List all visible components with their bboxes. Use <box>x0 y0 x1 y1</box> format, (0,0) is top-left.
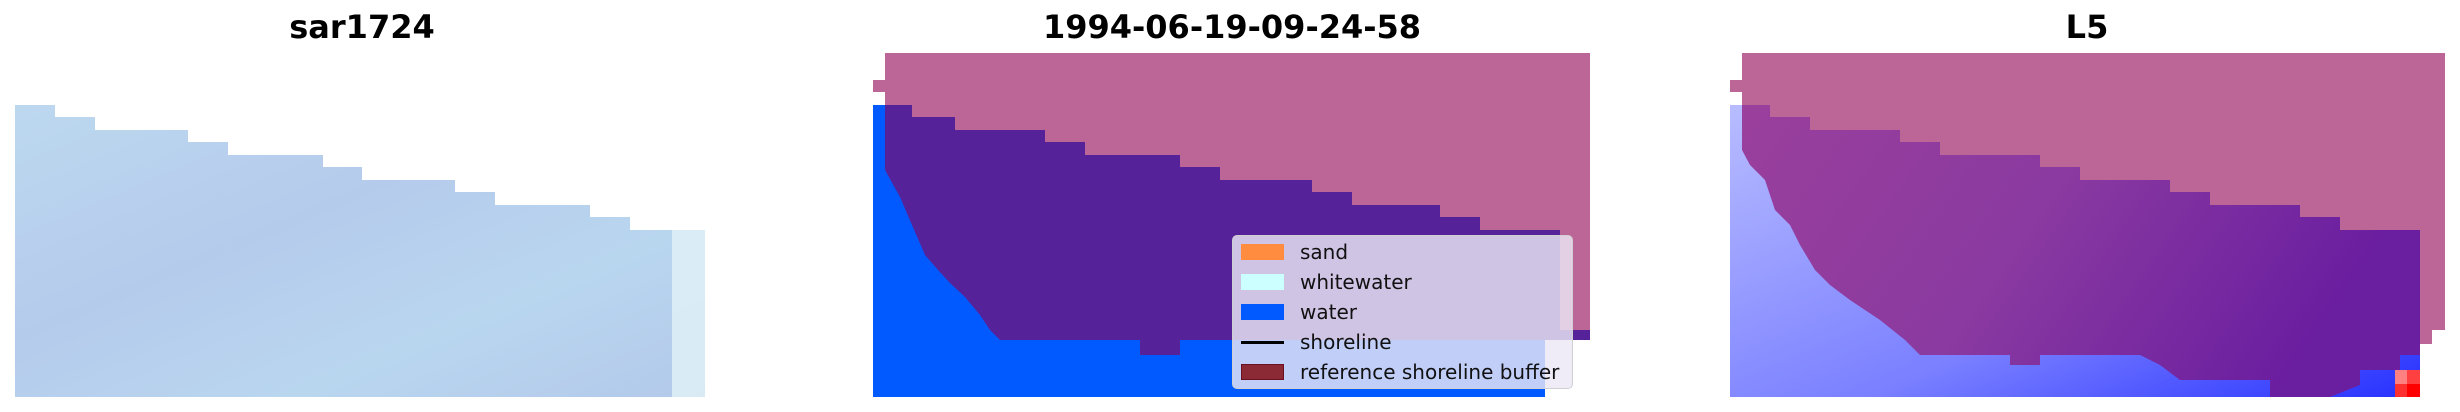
legend: sand whitewater water shoreline referenc… <box>1232 235 1573 389</box>
reference-buffer-tab <box>873 80 885 92</box>
l5-image <box>1730 53 2445 397</box>
legend-label: reference shoreline buffer <box>1300 360 1560 384</box>
l5-red-pixel <box>2395 370 2407 384</box>
legend-label: shoreline <box>1300 330 1392 354</box>
reference-buffer-swatch <box>1241 364 1284 380</box>
legend-item-water: water <box>1241 297 1357 327</box>
legend-label: whitewater <box>1300 270 1412 294</box>
l5-red-pixel <box>2407 370 2420 384</box>
panel-title-l5: L5 <box>2065 8 2109 46</box>
l5-red-pixel <box>2395 384 2407 397</box>
legend-item-sand: sand <box>1241 237 1348 267</box>
legend-item-reference-buffer: reference shoreline buffer <box>1241 357 1559 387</box>
legend-item-shoreline: shoreline <box>1241 327 1392 357</box>
legend-label: water <box>1300 300 1357 324</box>
shoreline-line-swatch <box>1241 340 1284 344</box>
reference-buffer-tab-l5 <box>1730 80 1742 92</box>
water-swatch <box>1241 304 1284 320</box>
reference-buffer-overlay <box>885 53 1590 330</box>
panel-title-sar: sar1724 <box>289 8 435 46</box>
l5-red-pixel <box>2407 384 2420 397</box>
panel-title-date: 1994-06-19-09-24-58 <box>1042 8 1422 46</box>
reference-buffer-overlay-l5 <box>1742 53 2445 344</box>
sar-edge-column <box>672 230 705 397</box>
sar-image <box>15 105 705 397</box>
sar-image-area <box>15 105 705 397</box>
whitewater-swatch <box>1241 274 1284 290</box>
legend-label: sand <box>1300 240 1349 264</box>
sand-swatch <box>1241 244 1284 260</box>
legend-item-whitewater: whitewater <box>1241 267 1412 297</box>
